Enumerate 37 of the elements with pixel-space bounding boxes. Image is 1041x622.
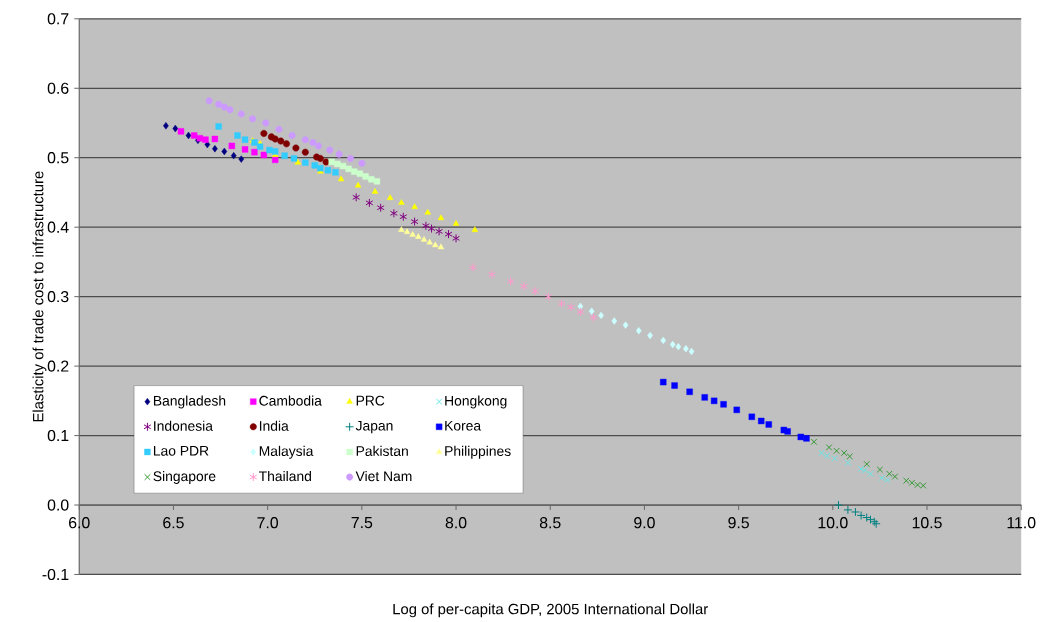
x-tick-label: 7.0 bbox=[257, 517, 279, 529]
x-tick-label: 11.0 bbox=[1007, 517, 1036, 529]
y-tick-label: 0.0 bbox=[47, 499, 69, 511]
y-tick-label: 0.3 bbox=[47, 290, 69, 303]
x-tick-label: 10.5 bbox=[912, 517, 942, 529]
y-tick-label: -0.1 bbox=[42, 568, 69, 580]
legend-label: Indonesia bbox=[154, 420, 213, 431]
legend-label: Lao PDR bbox=[153, 445, 209, 456]
legend-label: Malaysia bbox=[259, 445, 314, 459]
legend-label: India bbox=[259, 420, 289, 431]
x-tick-label: 8.5 bbox=[539, 517, 561, 529]
y-tick-label: 0.6 bbox=[47, 82, 69, 94]
y-tick-label: 0.1 bbox=[47, 429, 69, 442]
x-axis-title: Log of per-capita GDP, 2005 International Dollar bbox=[393, 603, 708, 618]
y-axis-title: Elasticity of trade cost to infrastructure bbox=[32, 171, 47, 422]
legend-label: Japan bbox=[355, 420, 393, 434]
legend-label: PRC bbox=[356, 395, 385, 406]
legend-label: Cambodia bbox=[259, 395, 322, 406]
x-tick-label: 6.5 bbox=[163, 517, 184, 529]
x-tick-label: 6.0 bbox=[69, 517, 90, 529]
legend-label: Korea bbox=[445, 420, 482, 431]
y-tick-label: 0.4 bbox=[47, 221, 69, 233]
legend-label: Singapore bbox=[153, 470, 216, 484]
x-tick-label: 9.5 bbox=[728, 517, 749, 529]
legend-label: Thailand bbox=[259, 470, 311, 482]
legend-label: Viet Nam bbox=[355, 470, 412, 482]
x-tick-label: 10.0 bbox=[818, 517, 848, 529]
x-tick-label: 9.0 bbox=[634, 517, 655, 529]
legend-label: Bangladesh bbox=[153, 395, 226, 409]
y-tick-label: 0.7 bbox=[47, 13, 69, 25]
x-tick-label: 8.0 bbox=[445, 517, 467, 529]
legend-label: Pakistan bbox=[356, 445, 408, 456]
legend-label: Philippines bbox=[445, 445, 511, 459]
y-tick-label: 0.5 bbox=[47, 152, 69, 164]
legend-label: Hongkong bbox=[445, 395, 507, 409]
x-tick-label: 7.5 bbox=[351, 517, 373, 529]
y-tick-label: 0.2 bbox=[47, 360, 69, 372]
